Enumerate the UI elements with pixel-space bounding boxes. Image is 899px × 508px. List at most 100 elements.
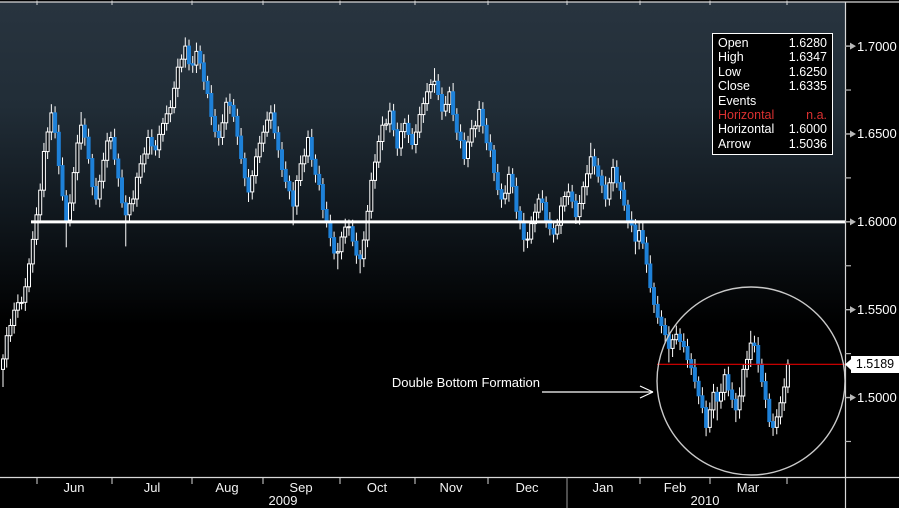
candle-up: [97, 180, 102, 200]
candle-up: [138, 163, 143, 178]
candle-down: [201, 62, 206, 82]
candle-down: [510, 173, 515, 187]
info-row-close: Close 1.6335: [718, 79, 827, 93]
month-label: Jan: [592, 480, 614, 495]
y-axis-label: 1.6000: [857, 214, 897, 230]
candle-up: [525, 238, 530, 241]
candle-up: [298, 163, 303, 182]
candle-up: [748, 342, 753, 361]
candle-up: [637, 230, 642, 242]
double-bottom-circle: [656, 286, 846, 476]
candle-up: [719, 391, 723, 402]
candle-up: [161, 122, 165, 135]
candle-down: [692, 367, 697, 382]
info-value: 1.6250: [788, 64, 827, 79]
candle-up: [30, 238, 35, 265]
candle-up: [778, 402, 783, 418]
candle-down: [198, 50, 203, 64]
candle-up: [49, 112, 54, 133]
candle-up: [68, 202, 72, 221]
candle-up: [12, 309, 17, 327]
candle-down: [573, 200, 578, 218]
info-label: Open: [718, 36, 749, 50]
candle-up: [365, 210, 370, 241]
candle-up: [220, 122, 225, 138]
info-row-open: Open 1.6280: [718, 36, 827, 50]
candle-down: [116, 158, 121, 179]
candle-down: [53, 112, 58, 133]
candle-up: [34, 214, 39, 240]
candle-up: [559, 205, 563, 226]
candle-up: [19, 301, 24, 304]
y-axis-label: 1.7000: [857, 38, 897, 54]
candle-up: [257, 142, 262, 158]
info-value: 1.6000: [788, 122, 827, 137]
candle-down: [626, 204, 630, 221]
candle-down: [514, 185, 519, 212]
candle-down: [291, 190, 296, 207]
candle-down: [614, 166, 619, 184]
month-label: Jul: [143, 480, 161, 495]
candle-up: [79, 124, 84, 144]
candle-down: [495, 172, 500, 191]
month-label: Mar: [736, 480, 760, 495]
candle-down: [317, 173, 322, 185]
candle-up: [711, 391, 716, 411]
double-bottom-arrow-head: [639, 385, 654, 393]
y-tick-arrow: [850, 42, 856, 50]
candle-down: [276, 132, 281, 151]
candle-down: [704, 407, 709, 428]
double-bottom-label: Double Bottom Formation: [391, 375, 540, 390]
month-label: Oct: [366, 480, 388, 495]
candle-down: [756, 345, 761, 365]
info-row-arrow: Arrow 1.5036: [718, 137, 827, 151]
candle-down: [752, 342, 757, 347]
info-label: Horizontal: [718, 122, 775, 137]
candle-up: [347, 226, 351, 229]
candle-down: [320, 184, 325, 210]
candle-down: [599, 175, 604, 186]
candle-down: [328, 222, 333, 239]
candle-down: [280, 149, 284, 171]
candle-down: [313, 158, 318, 175]
candle-down: [488, 142, 493, 151]
candle-up: [369, 179, 374, 212]
candle-up: [417, 114, 422, 133]
candle-up: [607, 182, 612, 200]
candle-down: [640, 230, 645, 244]
y-tick-arrow: [850, 394, 856, 402]
candle-down: [592, 156, 597, 167]
candle-up: [473, 125, 478, 130]
candle-down: [395, 129, 400, 149]
candle-up: [108, 137, 113, 142]
candle-down: [492, 149, 496, 174]
candle-down: [715, 391, 720, 402]
candle-down: [633, 224, 638, 242]
candle-up: [294, 180, 299, 207]
candle-up: [224, 101, 229, 124]
candle-down: [216, 130, 221, 138]
candle-down: [64, 195, 69, 221]
candle-up: [265, 119, 270, 133]
candle-down: [451, 91, 456, 115]
month-label: Feb: [663, 480, 687, 495]
y-tick-arrow: [850, 306, 856, 314]
candle-down: [689, 359, 694, 369]
candle-up: [361, 239, 366, 260]
month-label: Jun: [63, 480, 85, 495]
candle-up: [380, 124, 385, 142]
candle-down: [767, 398, 772, 423]
candle-down: [733, 398, 738, 411]
candle-up: [164, 113, 169, 124]
candle-up: [168, 107, 173, 115]
candle-up: [1, 358, 5, 370]
last-price-tag: 1.5189: [851, 355, 899, 373]
candle-up: [413, 131, 418, 146]
candle-down: [112, 137, 117, 160]
month-label: Dec: [515, 480, 539, 495]
candle-up: [175, 66, 180, 89]
candle-up: [343, 226, 348, 238]
candle-up: [466, 141, 470, 159]
